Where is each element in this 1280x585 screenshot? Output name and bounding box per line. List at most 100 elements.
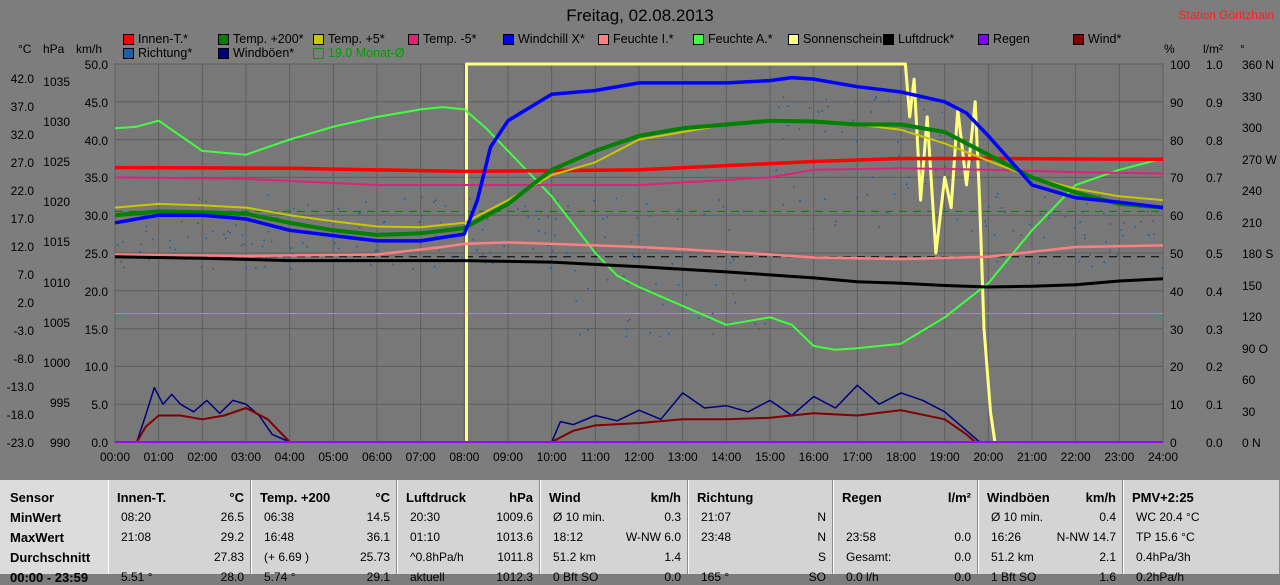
tick-celsius: 32.0: [10, 128, 34, 142]
tick-time: 10:00: [536, 450, 567, 464]
legend-swatch: [978, 33, 989, 45]
tick-celsius: -3.0: [13, 324, 34, 338]
tick-time: 20:00: [973, 450, 1004, 464]
cell-time: TP 15.6 °C: [1136, 530, 1195, 544]
tick-celsius: -18.0: [6, 408, 34, 422]
column-unit: °C: [375, 490, 390, 505]
cell-value: 1012.3: [496, 570, 533, 584]
cell-value: N-NW 14.7: [1056, 530, 1116, 544]
stats-column: Regen l/m² 23:58 0.0 Gesamt: 0.0 0.0 l/h 0.0: [833, 480, 978, 584]
tick-percent: 20: [1170, 360, 1184, 375]
tick-percent: 10: [1170, 398, 1184, 413]
legend-item: Windböen*: [218, 46, 294, 60]
legend-swatch: [218, 47, 229, 59]
tick-percent: 80: [1170, 133, 1184, 148]
cell-time: 21:08: [121, 530, 152, 544]
tick-hpa: 1005: [43, 315, 70, 330]
cell-time: 18:12: [553, 530, 584, 544]
cell-time: aktuell: [410, 570, 445, 584]
series-line-windchill-x-: [114, 75, 1164, 243]
tick-kmh: 10.0: [84, 360, 108, 375]
cell-value: 14.5: [366, 510, 390, 524]
tick-time: 24:00: [1147, 450, 1179, 464]
legend-swatch: [503, 33, 514, 45]
tick-time: 21:00: [1016, 450, 1048, 464]
tick-direction: 150: [1242, 278, 1263, 293]
tick-hpa: 1020: [43, 195, 70, 210]
tick-kmh: 25.0: [84, 247, 108, 261]
cell-value: 25.73: [359, 550, 390, 564]
legend-label: Temp. +5*: [328, 32, 385, 46]
column-header: Windböen: [987, 490, 1050, 505]
cell-time: 16:26: [991, 530, 1022, 544]
tick-time: 07:00: [405, 450, 436, 464]
tick-hpa: 1030: [43, 115, 70, 130]
tick-rain: 0.0: [1206, 436, 1223, 450]
cell-value: 1009.6: [496, 510, 533, 524]
cell-time: Ø 10 min.: [991, 510, 1044, 524]
stats-column: Windböen km/h Ø 10 min. 0.4 16:26 N-NW 14.7 51…: [978, 480, 1123, 584]
column-header: Regen: [842, 490, 882, 505]
cell-time: 0.4hPa/3h: [1136, 550, 1191, 564]
row-label: Sensor: [10, 490, 55, 505]
cell-time: ^0.8hPa/h: [410, 550, 464, 564]
legend-item: Richtung*: [123, 46, 192, 60]
tick-celsius: 12.0: [10, 240, 34, 254]
cell-value: 29.1: [366, 570, 390, 584]
legend-label: Temp. -5*: [423, 32, 477, 46]
legend-swatch: [693, 33, 704, 45]
tick-kmh: 5.0: [91, 398, 108, 413]
tick-celsius: 17.0: [10, 212, 34, 226]
cell-value: 27.83: [213, 550, 244, 564]
stats-column: Temp. +200 °C 06:38 14.5 16:48 36.1 (+ 6.69 ) 2…: [251, 480, 397, 584]
tick-time: 03:00: [230, 450, 262, 464]
tick-rain: 0.3: [1206, 322, 1223, 337]
cell-time: 21:07: [701, 510, 732, 524]
legend-item: Regen: [978, 32, 1030, 46]
cell-value: 0.0: [954, 570, 971, 584]
legend-swatch: [883, 33, 894, 45]
tick-celsius: 2.0: [17, 296, 34, 310]
column-header: Luftdruck: [406, 490, 466, 505]
cell-value: SO: [808, 570, 826, 584]
tick-direction: 120: [1242, 310, 1263, 324]
tick-percent: 100: [1170, 58, 1191, 72]
legend-item: Luftdruck*: [883, 32, 954, 46]
series-line-wind-: [115, 407, 1163, 443]
legend-label: Sonnenschein: [803, 32, 883, 46]
tick-percent: 50: [1170, 247, 1184, 261]
tick-kmh: 15.0: [84, 322, 108, 337]
cell-value: 1.4: [664, 550, 681, 564]
tick-kmh: 30.0: [84, 209, 108, 224]
cell-time: Gesamt:: [846, 550, 892, 564]
tick-rain: 0.1: [1206, 398, 1223, 413]
cell-time: 165 °: [701, 570, 730, 584]
cell-value: 36.1: [366, 530, 390, 544]
tick-kmh: 20.0: [84, 284, 108, 299]
cell-time: 0.2hPa/h: [1136, 570, 1185, 584]
tick-time: 08:00: [449, 450, 480, 464]
tick-time: 01:00: [143, 450, 174, 464]
cell-value: 0.3: [664, 510, 681, 524]
cell-time: 23:58: [846, 530, 877, 544]
stats-column: PMV+2:25 WC 20.4 °C TP 15.6 °C 0.4hPa/3h 0.2…: [1123, 480, 1280, 584]
cell-time: 0.0 l/h: [846, 570, 879, 584]
tick-time: 02:00: [187, 450, 218, 464]
column-unit: °C: [229, 490, 244, 505]
tick-hpa: 1025: [43, 155, 70, 170]
tick-time: 16:00: [798, 450, 829, 464]
tick-celsius: -13.0: [6, 380, 34, 394]
chart-title: Freitag, 02.08.2013: [566, 6, 714, 25]
tick-direction: 30: [1242, 404, 1256, 419]
unit-degree: °: [1240, 42, 1245, 56]
tick-direction: 240: [1242, 184, 1263, 198]
legend-swatch: [408, 33, 419, 45]
legend-swatch: [788, 33, 799, 45]
tick-time: 14:00: [711, 450, 742, 464]
cell-value: 1013.6: [496, 530, 533, 544]
cell-value: 0.4: [1099, 510, 1116, 524]
tick-rain: 0.6: [1206, 209, 1223, 224]
tick-percent: 70: [1170, 171, 1184, 186]
tick-kmh: 50.0: [84, 58, 108, 72]
legend-label: Windböen*: [233, 46, 295, 60]
